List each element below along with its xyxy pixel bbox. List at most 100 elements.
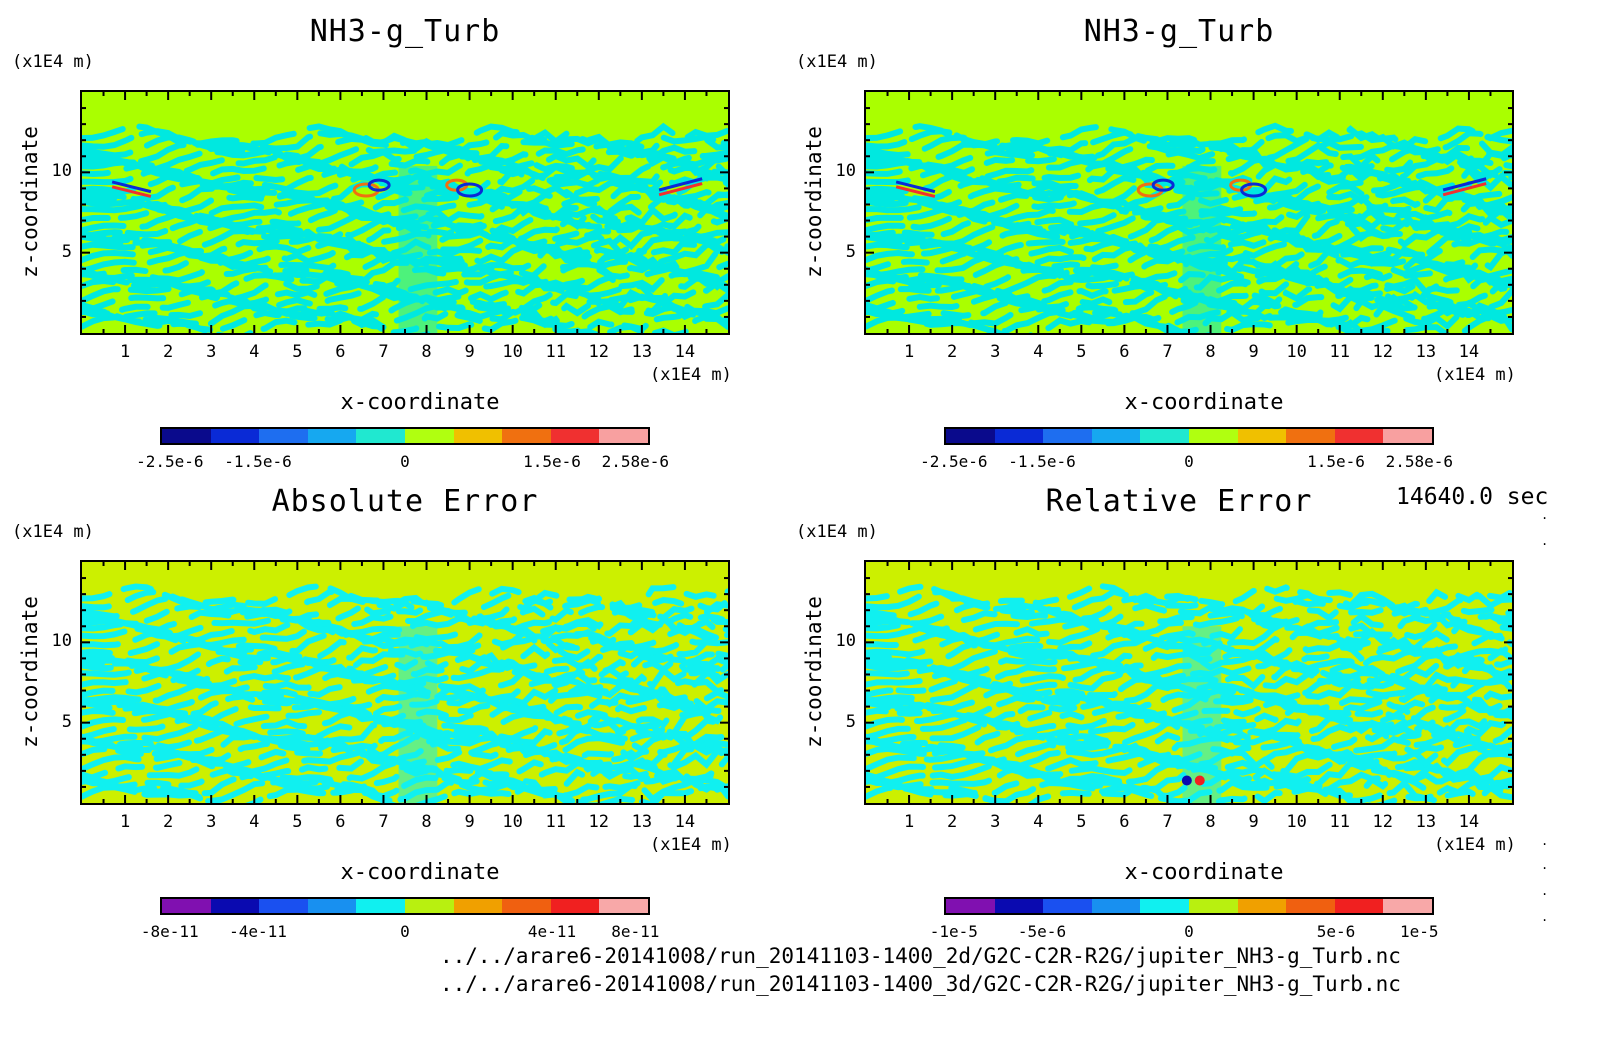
feature-streak [658, 177, 703, 192]
y-tick-label: 5 [61, 711, 72, 732]
colorbar-label: 0 [1184, 452, 1194, 471]
colorbar-swatch [599, 429, 648, 443]
x-tick-label: 7 [378, 342, 389, 362]
x-tick-label: 10 [502, 342, 523, 362]
x-tick-label: 7 [1162, 812, 1173, 832]
colorbar-label: 1.5e-6 [523, 452, 581, 471]
x-tick-label: 9 [1248, 812, 1259, 832]
x-axis-label: x-coordinate [1124, 860, 1284, 885]
colorbar-swatch [1140, 899, 1189, 913]
x-tick-label: 11 [1329, 342, 1350, 362]
edge-dot: . [1541, 910, 1549, 924]
extrema-features [111, 177, 703, 198]
y-tick-label: 10 [835, 161, 856, 182]
colorbar-swatch [210, 429, 260, 443]
feature-vortex [367, 178, 391, 192]
turbulence-band [866, 133, 1512, 162]
colorbar-label: -1e-5 [929, 922, 978, 941]
colorbar-swatch [307, 899, 357, 913]
colorbar-label: 1e-5 [1400, 922, 1439, 941]
x-tick-label: 4 [1033, 812, 1044, 832]
x-tick-label: 5 [292, 342, 303, 362]
feature-streak [111, 185, 152, 198]
colorbar-swatch [453, 899, 503, 913]
colorbar-label: 2.58e-6 [601, 452, 670, 471]
z-axis-unit: (x1E4 m) [12, 52, 94, 72]
tick-marks [82, 92, 728, 333]
feature-streak [1442, 182, 1487, 197]
feature-dot [1194, 775, 1205, 786]
x-tick-label: 11 [545, 812, 566, 832]
colorbar-swatch [1237, 429, 1287, 443]
chart-title: NH3-g_Turb [309, 14, 501, 49]
panel-top-right: NH3-g_Turb (x1E4 m) z-coordinate 1 2 3 4 5 6 7 8 9 1… [784, 0, 1544, 471]
x-axis-label: x-coordinate [340, 860, 500, 885]
colorbar-label: 1.5e-6 [1307, 452, 1365, 471]
colorbar-swatch [502, 429, 551, 443]
turbulence-band [82, 264, 728, 292]
z-axis-unit: (x1E4 m) [796, 522, 878, 542]
colorbar-swatch [994, 429, 1044, 443]
footer-path-1: ../../arare6-20141008/run_20141103-1400_… [440, 944, 1401, 968]
colorbar-swatch [994, 899, 1044, 913]
turbulence-band [866, 194, 1512, 222]
colorbar-swatch [1043, 429, 1092, 443]
turbulence-band [82, 583, 728, 612]
panel-top-left: NH3-g_Turb (x1E4 m) z-coordinate 1 2 3 4 5 6 7 8 9 1… [0, 0, 760, 471]
x-tick-label: 13 [1415, 342, 1437, 362]
colorbar-swatch [1286, 899, 1335, 913]
x-axis-unit: (x1E4 m) [650, 835, 732, 855]
colorbar-swatch [1140, 429, 1189, 443]
y-axis-label: z-coordinate [802, 126, 826, 278]
turbulence-pattern [82, 122, 728, 333]
turbulence-band [82, 139, 728, 168]
colorbar-swatch [356, 899, 405, 913]
x-tick-label: 8 [421, 342, 432, 362]
colorbar-swatch [162, 429, 211, 443]
turbulence-band [866, 759, 1512, 788]
central-plume [1182, 165, 1222, 333]
x-tick-label: 6 [335, 812, 346, 832]
x-tick-label: 8 [421, 812, 432, 832]
z-axis-unit: (x1E4 m) [12, 522, 94, 542]
turbulence-band [82, 155, 728, 184]
x-tick-label: 11 [545, 342, 566, 362]
feature-streak [111, 180, 152, 194]
turbulence-band [82, 149, 728, 179]
x-tick-label: 6 [335, 342, 346, 362]
x-tick-label: 10 [502, 812, 523, 832]
colorbar-label: -1.5e-6 [1008, 452, 1076, 471]
y-tick-label: 10 [51, 161, 72, 182]
colorbar [944, 897, 1434, 915]
turbulence-band [866, 765, 1512, 794]
z-axis-unit: (x1E4 m) [796, 52, 878, 72]
plot-area [80, 560, 730, 805]
x-tick-label: 3 [206, 342, 217, 362]
heatmap-svg [866, 92, 1512, 333]
colorbar-swatch [162, 899, 211, 913]
x-axis-unit: (x1E4 m) [650, 365, 732, 385]
x-tick-label: 10 [1286, 812, 1307, 832]
x-tick-label: 8 [1205, 342, 1216, 362]
edge-dot: . [1541, 508, 1549, 522]
y-axis-label: z-coordinate [18, 126, 42, 278]
x-tick-label: 12 [1372, 812, 1394, 832]
colorbar-swatch [946, 899, 995, 913]
colorbar-swatch [404, 429, 454, 443]
x-axis-unit: (x1E4 m) [1434, 835, 1516, 855]
x-tick-label: 5 [1076, 812, 1087, 832]
colorbar-label: -2.5e-6 [136, 452, 204, 471]
heatmap-svg [866, 562, 1512, 803]
x-tick-label: 3 [990, 812, 1001, 832]
x-tick-label: 1 [119, 812, 131, 832]
plot-area [80, 90, 730, 335]
x-tick-label: 4 [1033, 342, 1044, 362]
colorbar-swatch [1188, 899, 1238, 913]
central-plume [1182, 626, 1222, 803]
y-tick-label: 10 [51, 631, 72, 652]
turbulence-band [82, 611, 728, 641]
x-tick-label: 5 [292, 812, 303, 832]
x-tick-label: 1 [903, 812, 915, 832]
edge-dot: . [1541, 884, 1549, 898]
y-tick-label: 10 [835, 631, 856, 652]
